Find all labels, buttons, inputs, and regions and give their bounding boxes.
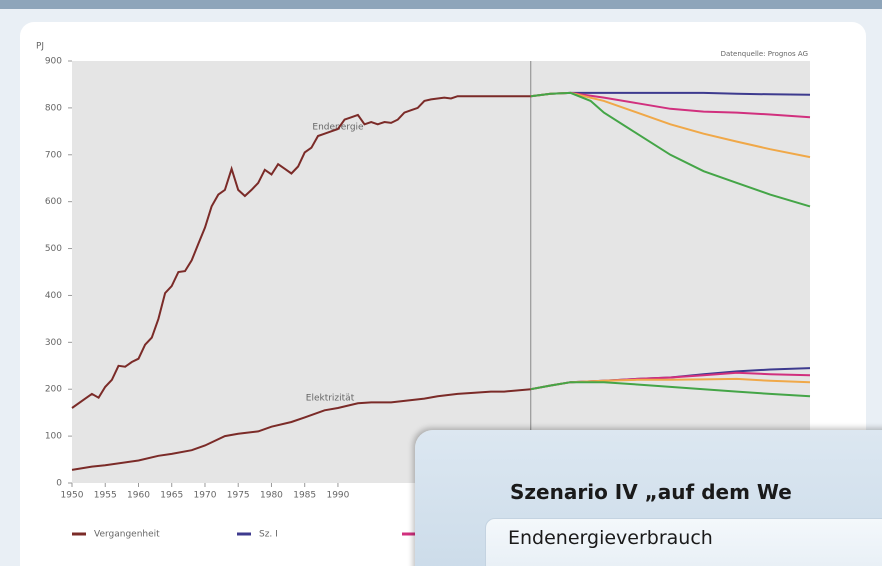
y-tick-label: 800 bbox=[45, 103, 62, 113]
x-tick-label: 1960 bbox=[127, 491, 150, 501]
x-tick-label: 1950 bbox=[61, 491, 84, 501]
popup: Szenario IV „auf dem We Endenergieverbra… bbox=[415, 430, 882, 566]
x-tick-label: 1965 bbox=[160, 491, 183, 501]
x-tick-label: 1955 bbox=[94, 491, 117, 501]
x-tick-label: 1980 bbox=[260, 491, 283, 501]
y-tick-label: 600 bbox=[45, 197, 62, 207]
y-tick-label: 500 bbox=[45, 244, 62, 254]
series-line bbox=[530, 91, 811, 208]
series-line bbox=[71, 95, 531, 409]
y-axis-label: PJ bbox=[36, 42, 44, 52]
x-tick-label: 1990 bbox=[326, 491, 349, 501]
y-tick-label: 300 bbox=[45, 338, 62, 348]
popup-title: Szenario IV „auf dem We bbox=[510, 480, 792, 504]
source: Datenquelle: Prognos AG bbox=[721, 50, 808, 58]
popup-subtitle: Endenergieverbrauch bbox=[508, 527, 713, 549]
y-tick-label: 0 bbox=[56, 479, 62, 489]
top-band bbox=[0, 0, 882, 9]
plot-area bbox=[72, 61, 810, 483]
y-tick-label: 400 bbox=[45, 291, 62, 301]
y-tick-label: 100 bbox=[45, 432, 62, 442]
x-tick-label: 1985 bbox=[293, 491, 316, 501]
annotation: Elektrizität bbox=[306, 394, 355, 404]
y-tick-label: 900 bbox=[45, 57, 62, 67]
legend-label: Vergangenheit bbox=[94, 530, 160, 540]
y-tick-label: 700 bbox=[45, 150, 62, 160]
y-tick-label: 200 bbox=[45, 385, 62, 395]
legend-label: Sz. I bbox=[259, 530, 278, 540]
series-line bbox=[530, 381, 811, 398]
x-tick-label: 1970 bbox=[194, 491, 217, 501]
series-line bbox=[71, 388, 531, 471]
popup-box: Endenergieverbrauch bbox=[485, 518, 882, 566]
x-tick-label: 1975 bbox=[227, 491, 250, 501]
